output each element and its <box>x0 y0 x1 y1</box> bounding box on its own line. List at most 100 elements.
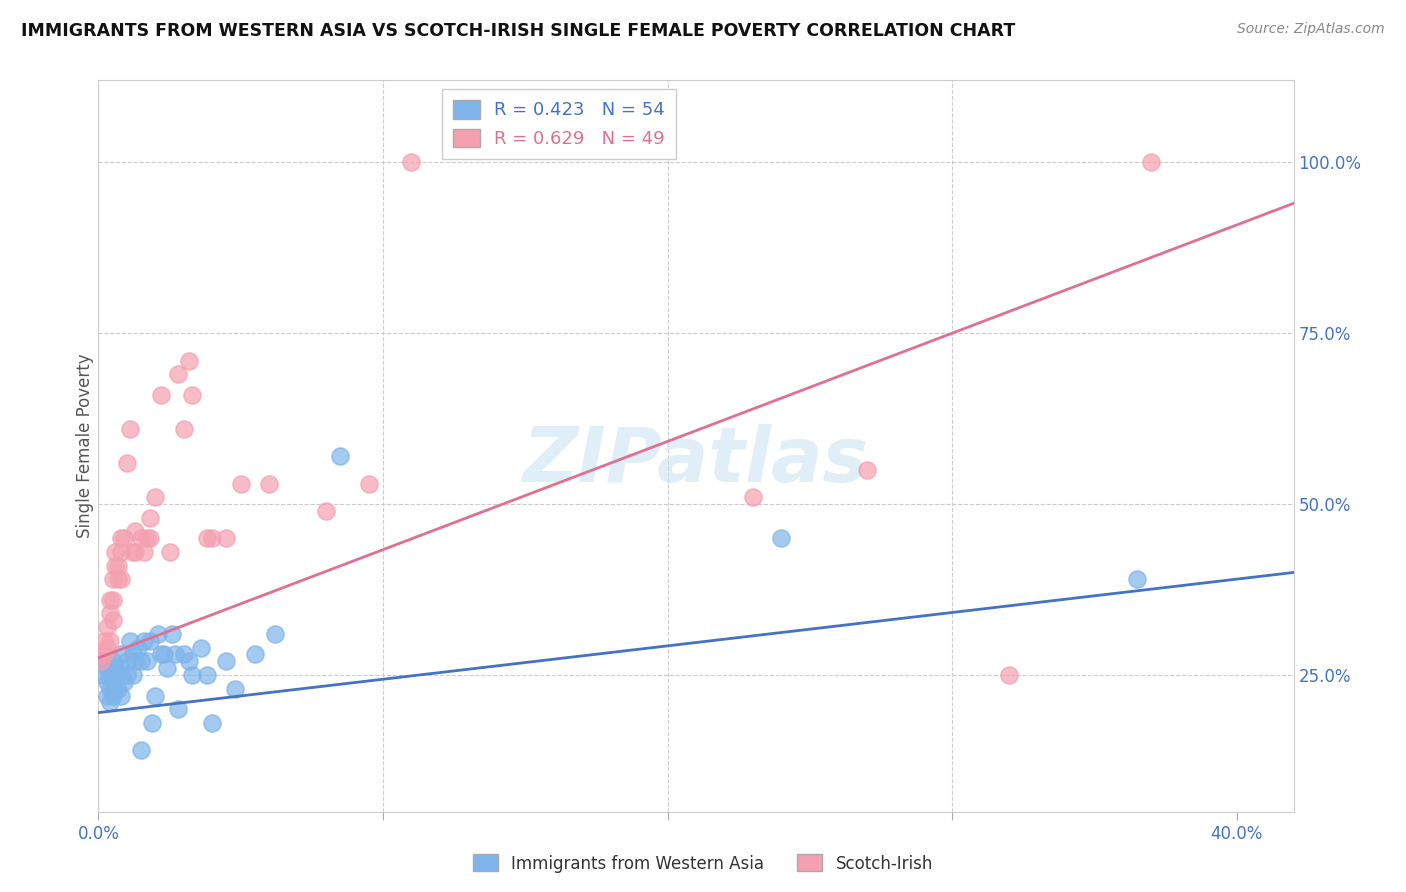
Point <box>143 689 166 703</box>
Point <box>112 531 135 545</box>
Point <box>96 689 118 703</box>
Point <box>127 640 149 655</box>
Point <box>115 456 138 470</box>
Point <box>104 661 127 675</box>
Point <box>110 545 132 559</box>
Point <box>129 654 152 668</box>
Point <box>110 661 132 675</box>
Point <box>115 668 138 682</box>
Point <box>215 654 238 668</box>
Point <box>195 668 218 682</box>
Point <box>93 648 115 662</box>
Point <box>132 545 155 559</box>
Text: IMMIGRANTS FROM WESTERN ASIA VS SCOTCH-IRISH SINGLE FEMALE POVERTY CORRELATION C: IMMIGRANTS FROM WESTERN ASIA VS SCOTCH-I… <box>21 22 1015 40</box>
Point <box>224 681 246 696</box>
Point <box>110 531 132 545</box>
Point <box>104 558 127 573</box>
Point <box>181 388 204 402</box>
Point <box>107 681 129 696</box>
Point <box>110 689 132 703</box>
Point <box>162 627 184 641</box>
Point <box>124 545 146 559</box>
Point <box>243 648 266 662</box>
Point <box>179 353 201 368</box>
Point <box>190 640 212 655</box>
Point <box>173 422 195 436</box>
Point <box>1140 155 1163 169</box>
Point <box>96 640 118 655</box>
Point <box>124 654 146 668</box>
Point <box>263 627 285 641</box>
Y-axis label: Single Female Poverty: Single Female Poverty <box>76 354 94 538</box>
Point <box>150 388 173 402</box>
Point <box>153 648 176 662</box>
Point <box>132 633 155 648</box>
Point <box>138 633 160 648</box>
Point <box>90 654 112 668</box>
Legend: R = 0.423   N = 54, R = 0.629   N = 49: R = 0.423 N = 54, R = 0.629 N = 49 <box>441 89 676 159</box>
Point <box>315 504 337 518</box>
Point <box>93 654 115 668</box>
Point <box>329 449 352 463</box>
Point <box>104 545 127 559</box>
Point <box>104 681 127 696</box>
Point <box>98 607 121 621</box>
Point <box>195 531 218 545</box>
Point <box>98 695 121 709</box>
Point <box>101 689 124 703</box>
Point <box>173 648 195 662</box>
Point <box>112 674 135 689</box>
Point <box>159 545 181 559</box>
Point <box>141 715 163 730</box>
Point <box>107 668 129 682</box>
Point <box>156 661 179 675</box>
Point <box>138 510 160 524</box>
Point <box>1126 572 1149 586</box>
Text: ZIPatlas: ZIPatlas <box>523 424 869 498</box>
Point <box>201 531 224 545</box>
Point <box>90 654 112 668</box>
Point <box>121 668 143 682</box>
Text: Source: ZipAtlas.com: Source: ZipAtlas.com <box>1237 22 1385 37</box>
Point <box>101 592 124 607</box>
Point <box>118 422 141 436</box>
Point <box>98 633 121 648</box>
Point <box>167 702 190 716</box>
Point <box>129 743 152 757</box>
Point <box>98 592 121 607</box>
Point <box>101 654 124 668</box>
Point <box>215 531 238 545</box>
Point <box>257 476 280 491</box>
Point <box>181 668 204 682</box>
Point <box>229 476 252 491</box>
Point <box>357 476 380 491</box>
Point <box>118 633 141 648</box>
Point <box>150 648 173 662</box>
Point <box>96 661 118 675</box>
Point <box>138 531 160 545</box>
Point <box>401 155 423 169</box>
Point <box>135 531 157 545</box>
Point <box>998 668 1021 682</box>
Point <box>741 490 763 504</box>
Point <box>167 368 190 382</box>
Point <box>143 490 166 504</box>
Point <box>165 648 187 662</box>
Point <box>121 545 143 559</box>
Point <box>110 572 132 586</box>
Point <box>101 674 124 689</box>
Point <box>101 572 124 586</box>
Point <box>98 681 121 696</box>
Point <box>121 648 143 662</box>
Point <box>129 531 152 545</box>
Point <box>96 620 118 634</box>
Point <box>770 531 793 545</box>
Point <box>107 558 129 573</box>
Point <box>855 463 877 477</box>
Point <box>96 674 118 689</box>
Point <box>115 654 138 668</box>
Point <box>101 613 124 627</box>
Point <box>148 627 170 641</box>
Point <box>124 524 146 539</box>
Point <box>107 572 129 586</box>
